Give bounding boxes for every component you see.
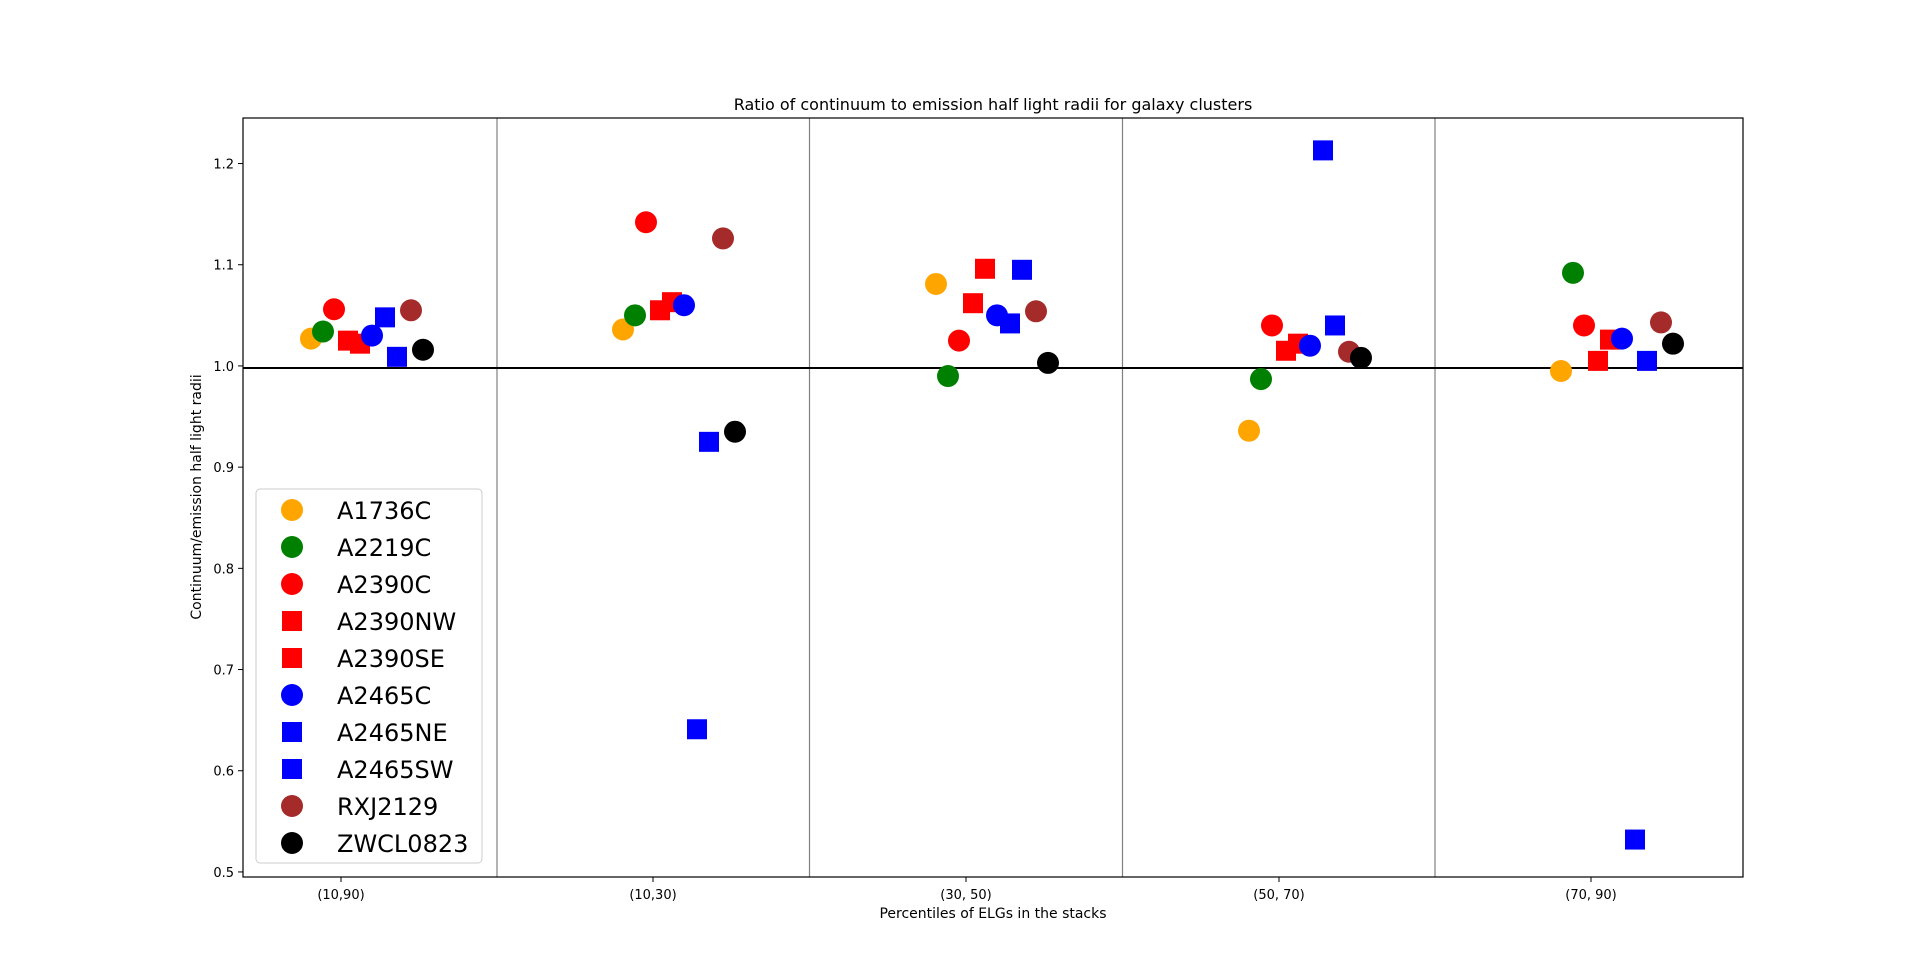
legend-frame	[255, 488, 483, 864]
x-axis-label: Percentiles of ELGs in the stacks	[879, 906, 1106, 922]
point-a2465c-1	[361, 324, 383, 347]
legend-label-a2390nw: A2390NW	[337, 608, 456, 636]
y-axis-label: Continuum/emission half light radii	[189, 374, 205, 619]
x-tick-label: (50, 70)	[1253, 888, 1305, 903]
point-a2219c-2	[624, 304, 646, 327]
y-tick-label: 0.8	[213, 562, 234, 577]
point-zwcl0823-3	[1037, 351, 1059, 374]
legend-marker-a2465ne	[282, 722, 302, 742]
point-a2390nw-5	[1588, 350, 1608, 371]
point-a2390c-3	[948, 329, 970, 352]
point-a2465ne-4	[1313, 140, 1333, 161]
y-tick-label: 0.6	[213, 765, 234, 780]
point-a2465sw-3	[1012, 259, 1032, 280]
x-tick-label: (70, 90)	[1565, 888, 1617, 903]
point-a2219c-5	[1562, 261, 1584, 284]
legend-marker-a2465sw	[282, 759, 302, 779]
point-a2390c-4	[1261, 314, 1283, 337]
point-a2390se-3	[975, 258, 995, 279]
x-tick-label: (10,30)	[629, 888, 676, 903]
point-rxj2129-5	[1650, 311, 1672, 334]
point-a2465sw-2	[699, 431, 719, 452]
legend-label-a2219c: A2219C	[337, 534, 431, 562]
data-points	[300, 140, 1684, 850]
point-a2219c-1	[312, 320, 334, 343]
category-separators	[496, 118, 1436, 877]
y-tick-label: 0.7	[213, 664, 234, 679]
point-a2390c-5	[1573, 314, 1595, 337]
point-a2219c-4	[1250, 368, 1272, 391]
point-zwcl0823-2	[724, 420, 746, 443]
point-a2465ne-5	[1625, 829, 1645, 850]
point-a2465sw-1	[387, 346, 407, 367]
legend-marker-a2465c	[281, 684, 303, 706]
legend: A1736C A2219C A2390C A2390NW A2390SE A2465C A2…	[255, 488, 483, 864]
legend-label-zwcl0823: ZWCL0823	[337, 830, 468, 858]
plot-area-frame	[242, 117, 1744, 878]
point-rxj2129-1	[400, 299, 422, 322]
point-a1736c-5	[1550, 360, 1572, 382]
y-tick-label: 0.9	[213, 461, 234, 476]
point-a2465sw-4	[1325, 315, 1345, 336]
y-tick-label: 1.2	[213, 158, 234, 173]
legend-marker-a2390c	[281, 573, 303, 595]
legend-marker-zwcl0823	[281, 832, 303, 854]
point-a2465ne-2	[687, 719, 707, 740]
point-rxj2129-3	[1025, 300, 1047, 323]
chart-title: Ratio of continuum to emission half ligh…	[734, 95, 1253, 114]
point-rxj2129-2	[712, 227, 734, 250]
point-a2219c-3	[937, 365, 959, 388]
legend-label-a1736c: A1736C	[337, 497, 431, 525]
x-axis: (10,90) (10,30) (30, 50) (50, 70) (70, 90)	[317, 877, 1617, 903]
point-a2465ne-3	[1000, 313, 1020, 334]
legend-label-rxj2129: RXJ2129	[337, 793, 438, 821]
point-a1736c-4	[1238, 419, 1260, 442]
point-a2465c-4	[1299, 334, 1321, 357]
legend-marker-a2390se	[282, 648, 302, 668]
x-tick-label: (10,90)	[317, 888, 364, 903]
point-a2390c-2	[635, 211, 657, 234]
point-a2390nw-3	[963, 293, 983, 314]
legend-marker-a2219c	[281, 536, 303, 558]
point-a2465sw-5	[1637, 350, 1657, 371]
y-tick-label: 0.5	[213, 866, 234, 881]
legend-marker-a2390nw	[282, 611, 302, 631]
point-a2465c-2	[673, 294, 695, 317]
legend-label-a2390se: A2390SE	[337, 645, 445, 673]
point-a2465c-5	[1611, 327, 1633, 350]
legend-marker-a1736c	[281, 499, 303, 521]
point-a2465ne-1	[375, 307, 395, 328]
point-zwcl0823-5	[1662, 332, 1684, 355]
y-tick-label: 1.0	[213, 360, 234, 375]
legend-label-a2465c: A2465C	[337, 682, 431, 710]
point-a2390c-1	[323, 298, 345, 321]
y-axis: 0.5 0.6 0.7 0.8 0.9 1.0 1.1 1.2	[213, 158, 243, 881]
legend-label-a2465ne: A2465NE	[337, 719, 448, 747]
point-a1736c-3	[925, 272, 947, 295]
y-tick-label: 1.1	[213, 259, 234, 274]
legend-marker-rxj2129	[281, 795, 303, 817]
point-zwcl0823-1	[412, 338, 434, 361]
point-zwcl0823-4	[1350, 346, 1372, 369]
legend-label-a2465sw: A2465SW	[337, 756, 453, 784]
x-tick-label: (30, 50)	[940, 888, 992, 903]
legend-label-a2390c: A2390C	[337, 571, 431, 599]
